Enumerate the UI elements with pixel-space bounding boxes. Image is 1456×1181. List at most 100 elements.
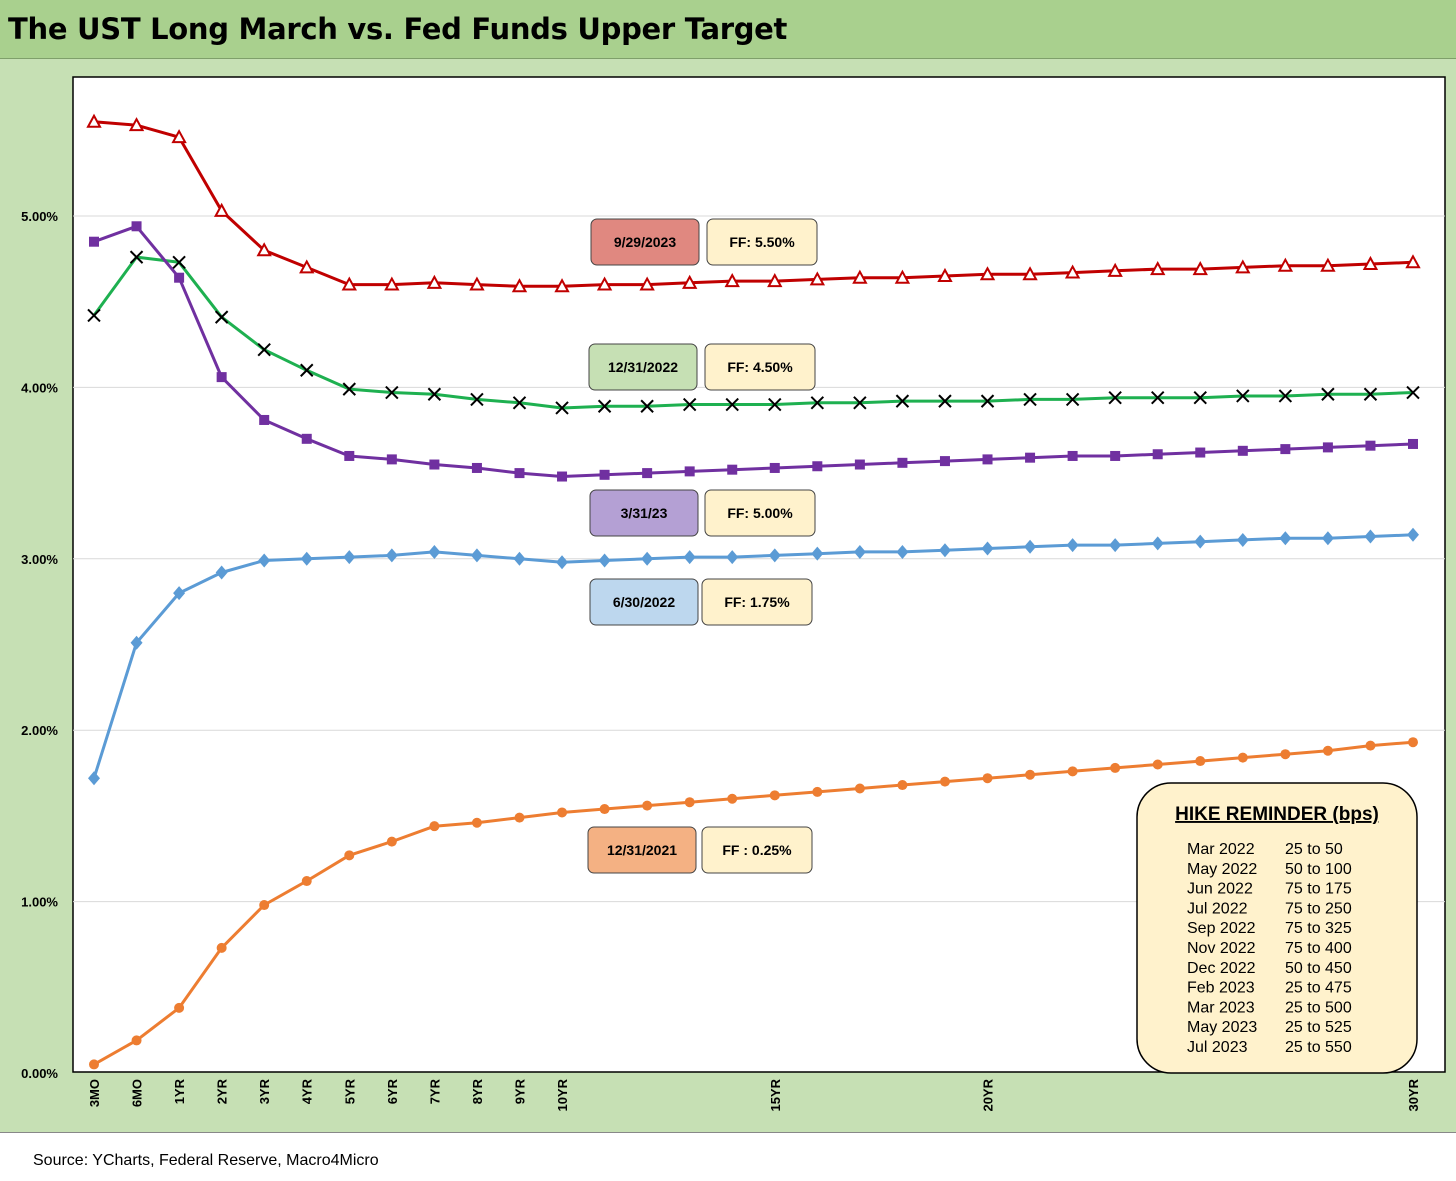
series-date-label: 9/29/2023 xyxy=(614,234,676,250)
data-point xyxy=(429,821,440,832)
y-tick-label: 2.00% xyxy=(21,723,58,738)
data-point xyxy=(642,468,653,479)
data-point xyxy=(469,276,485,291)
data-point xyxy=(981,541,994,556)
hike-reminder-title: HIKE REMINDER (bps) xyxy=(1175,804,1379,825)
fed-funds-label-box xyxy=(701,826,813,874)
data-point xyxy=(681,274,698,289)
data-point xyxy=(1322,442,1333,453)
data-point xyxy=(769,462,780,473)
data-point xyxy=(89,1059,99,1070)
data-point xyxy=(1365,740,1376,751)
data-point xyxy=(556,555,569,570)
data-point xyxy=(344,450,355,461)
data-point xyxy=(258,553,271,568)
data-point xyxy=(1236,389,1250,403)
data-point xyxy=(1025,769,1036,780)
fed-funds-label-box xyxy=(704,489,816,537)
data-point xyxy=(130,635,143,650)
data-point xyxy=(1280,749,1291,760)
data-point xyxy=(514,468,525,479)
data-point xyxy=(1407,527,1419,542)
data-point xyxy=(131,1035,142,1046)
data-point xyxy=(470,548,483,563)
data-point xyxy=(682,397,697,412)
fed-funds-label-box xyxy=(701,578,813,626)
series-line xyxy=(92,533,1414,779)
data-point xyxy=(172,255,186,269)
data-point xyxy=(88,771,100,786)
y-tick-label: 3.00% xyxy=(21,552,58,567)
data-point xyxy=(385,548,398,563)
hike-date: May 2022 xyxy=(1187,861,1257,878)
hike-amount: 25 to 550 xyxy=(1285,1039,1352,1056)
data-point xyxy=(599,469,610,480)
data-point xyxy=(1025,452,1036,463)
hike-date: Jun 2022 xyxy=(1187,881,1253,898)
data-point xyxy=(1066,538,1079,553)
data-point xyxy=(557,807,568,818)
x-tick-label: 9YR xyxy=(512,1078,527,1104)
hike-amount: 25 to 475 xyxy=(1285,980,1352,997)
data-point xyxy=(1193,390,1207,405)
data-point xyxy=(897,780,908,791)
data-point xyxy=(896,544,909,559)
data-point xyxy=(470,392,484,407)
x-tick-label: 8YR xyxy=(470,1078,485,1104)
data-point xyxy=(768,548,781,563)
data-point xyxy=(1195,756,1206,767)
data-point xyxy=(1322,745,1333,756)
chart-footer: Source: YCharts, Federal Reserve, Macro4… xyxy=(0,1132,1456,1181)
data-point xyxy=(1408,737,1418,748)
data-point xyxy=(427,387,442,401)
series-line xyxy=(93,120,1414,288)
data-point xyxy=(256,242,272,257)
fed-funds-label: FF: 5.00% xyxy=(727,505,793,521)
x-tick-label: 6YR xyxy=(385,1078,400,1104)
data-point xyxy=(982,773,993,784)
data-point xyxy=(982,454,993,465)
data-point xyxy=(1151,536,1164,551)
data-point xyxy=(1321,531,1334,546)
series-line xyxy=(92,255,1414,410)
data-point xyxy=(979,266,996,281)
data-point xyxy=(1237,752,1248,763)
data-point xyxy=(767,273,783,288)
data-point xyxy=(1150,261,1166,276)
data-point xyxy=(429,459,440,470)
data-point xyxy=(426,274,443,289)
data-point xyxy=(641,551,654,566)
data-point xyxy=(938,394,952,408)
data-point xyxy=(853,544,866,559)
x-tick-label: 4YR xyxy=(300,1078,315,1104)
x-tick-label: 3YR xyxy=(257,1078,272,1104)
data-point xyxy=(1065,392,1080,407)
data-point xyxy=(895,394,910,408)
data-point xyxy=(511,278,528,293)
data-point xyxy=(1277,257,1294,272)
data-point xyxy=(1194,534,1207,549)
data-point xyxy=(428,544,441,559)
data-point xyxy=(1108,390,1122,405)
hike-amount: 50 to 450 xyxy=(1285,960,1352,977)
data-point xyxy=(1364,529,1377,544)
data-point xyxy=(471,817,482,828)
data-point xyxy=(939,776,950,787)
data-point xyxy=(1280,444,1291,455)
data-point xyxy=(724,273,740,288)
data-point xyxy=(257,342,271,357)
data-point xyxy=(1365,440,1376,451)
fed-funds-label: FF: 4.50% xyxy=(727,359,793,375)
data-point xyxy=(1067,766,1078,777)
data-point xyxy=(1022,266,1038,281)
series-date-label-box xyxy=(589,578,699,626)
series-date-label-box xyxy=(588,343,698,391)
series-line xyxy=(93,224,1414,478)
data-point xyxy=(386,836,397,847)
data-point xyxy=(684,797,695,808)
data-point xyxy=(812,461,823,472)
fed-funds-label: FF : 0.25% xyxy=(722,842,792,858)
data-point xyxy=(343,550,356,565)
data-point xyxy=(213,202,230,217)
y-tick-label: 1.00% xyxy=(21,895,58,910)
